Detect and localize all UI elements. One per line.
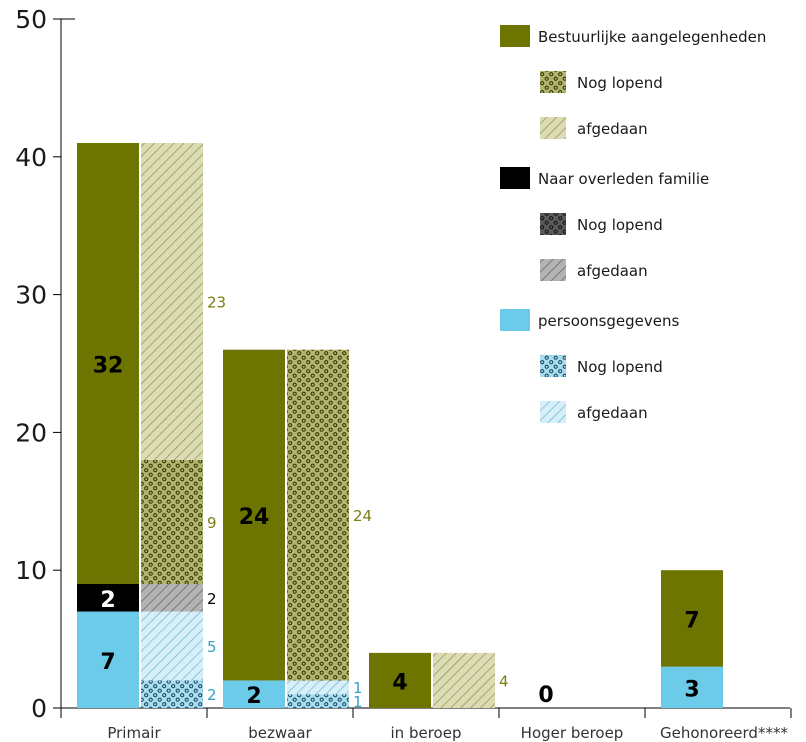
legend-sub-label: Nog lopend <box>577 74 663 92</box>
bar-value-label: 7 <box>100 650 115 675</box>
status-bar-naar-overleden-familie-afgedaan <box>141 583 203 612</box>
x-tick-label: Hoger beroep <box>521 724 624 742</box>
legend-sub-label: Nog lopend <box>577 358 663 376</box>
bar-value-label: 4 <box>392 670 407 695</box>
legend-label: Naar overleden familie <box>538 170 709 188</box>
bar-naar-overleden-familie <box>77 583 139 612</box>
bar-value-label: 24 <box>239 505 270 530</box>
status-value-label: 1 <box>353 693 363 711</box>
x-tick-label: bezwaar <box>248 724 312 742</box>
y-tick-label: 30 <box>15 281 47 310</box>
status-value-label: 23 <box>207 293 226 311</box>
status-bar-bestuurlijke-aangelegenheden-nog-lopend <box>141 459 203 584</box>
status-bar-bestuurlijke-aangelegenheden-afgedaan <box>433 652 495 708</box>
y-tick-label: 0 <box>31 694 47 723</box>
status-value-label: 24 <box>353 507 372 525</box>
status-bar-bestuurlijke-aangelegenheden-afgedaan <box>141 143 203 460</box>
legend-swatch-persoonsgegevens <box>500 309 530 331</box>
bar-value-label: 3 <box>684 677 699 702</box>
legend-swatch-bestuurlijke-aangelegenheden-afgedaan <box>540 117 566 139</box>
bar-persoonsgegevens <box>223 680 285 708</box>
legend-swatch-persoonsgegevens-afgedaan <box>540 401 566 423</box>
bar-persoonsgegevens <box>661 666 723 708</box>
y-tick-label: 40 <box>15 143 47 172</box>
status-value-label: 1 <box>353 679 363 697</box>
status-value-label: 2 <box>207 590 217 608</box>
status-value-label: 9 <box>207 514 217 532</box>
legend-swatch-naar-overleden-familie-nog-lopend <box>540 213 566 235</box>
bar-persoonsgegevens <box>77 611 139 708</box>
legend-swatch-persoonsgegevens-nog-lopend <box>540 355 566 377</box>
status-bar-persoonsgegevens-afgedaan <box>287 680 349 695</box>
status-bar-persoonsgegevens-nog-lopend <box>141 680 203 708</box>
legend-sub-label: afgedaan <box>577 404 648 422</box>
legend: Bestuurlijke aangelegenheden Nog lopend af… <box>500 25 766 423</box>
legend-sub-label: Nog lopend <box>577 216 663 234</box>
status-bar-persoonsgegevens-afgedaan <box>141 611 203 681</box>
status-value-label: 5 <box>207 638 217 656</box>
y-tick-label: 20 <box>15 418 47 447</box>
bar-bestuurlijke-aangelegenheden <box>77 143 139 584</box>
status-value-label: 2 <box>207 686 217 704</box>
legend-swatch-bestuurlijke-aangelegenheden-nog-lopend <box>540 71 566 93</box>
bar-value-label: 32 <box>93 354 124 379</box>
legend-label: Bestuurlijke aangelegenheden <box>538 28 766 46</box>
y-tick-label: 50 <box>15 5 47 34</box>
bar-value-label: 7 <box>684 608 699 633</box>
bar-value-label: 2 <box>100 588 115 613</box>
status-value-label: 4 <box>499 672 509 690</box>
legend-swatch-bestuurlijke-aangelegenheden <box>500 25 530 47</box>
x-tick-label: Primair <box>107 724 161 742</box>
legend-swatch-naar-overleden-familie-afgedaan <box>540 259 566 281</box>
legend-sub-label: afgedaan <box>577 120 648 138</box>
bar-zero-label: 0 <box>538 683 553 708</box>
legend-swatch-naar-overleden-familie <box>500 167 530 189</box>
x-tick-label: in beroep <box>391 724 462 742</box>
x-tick-label: Gehonoreerd**** <box>660 724 788 742</box>
status-bar-bestuurlijke-aangelegenheden-nog-lopend <box>287 349 349 681</box>
bar-bestuurlijke-aangelegenheden <box>369 652 431 708</box>
legend-label: persoonsgegevens <box>538 312 680 330</box>
y-tick-label: 10 <box>15 556 47 585</box>
bar-bestuurlijke-aangelegenheden <box>223 349 285 681</box>
bar-value-label: 2 <box>246 684 261 709</box>
legend-sub-label: afgedaan <box>577 262 648 280</box>
bar-bestuurlijke-aangelegenheden <box>661 570 723 667</box>
status-bar-persoonsgegevens-nog-lopend <box>287 694 349 708</box>
